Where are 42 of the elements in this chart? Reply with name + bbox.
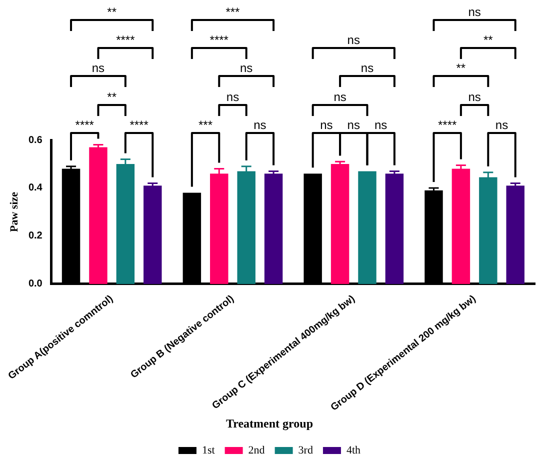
text: ***	[226, 5, 240, 19]
text: ns	[374, 118, 388, 132]
legend-label: 3rd	[298, 444, 314, 456]
bar	[264, 174, 283, 284]
text: ****	[116, 33, 136, 47]
text: ns	[495, 118, 508, 132]
y-axis-title: Paw size	[8, 192, 21, 232]
text: ns	[468, 90, 481, 104]
text: **	[483, 33, 494, 47]
bar	[89, 147, 108, 284]
bar	[452, 168, 470, 284]
legend-title: Treatment group	[226, 416, 314, 431]
y-tick-label: 0.0	[28, 278, 43, 290]
legend-label: 4th	[346, 444, 362, 456]
y-tick-label: 0.4	[28, 182, 43, 194]
bar	[144, 186, 162, 284]
bar	[358, 171, 376, 284]
legend-label: 1st	[202, 444, 215, 456]
text: ns	[334, 90, 346, 104]
bar	[330, 164, 350, 284]
y-tick-label: 0.2	[28, 230, 43, 242]
text: ns	[347, 118, 360, 132]
text: ****	[130, 118, 149, 132]
text: ***	[198, 118, 213, 132]
text: ns	[240, 61, 253, 75]
text: ns	[320, 118, 333, 132]
text: ****	[210, 33, 229, 47]
legend-label: 2nd	[248, 444, 266, 456]
bar	[506, 186, 524, 284]
text: ****	[438, 118, 458, 132]
text: ns	[468, 5, 481, 19]
text: ns	[347, 33, 360, 47]
text: **	[107, 90, 117, 104]
y-tick-label: 0.6	[28, 134, 43, 146]
text: **	[107, 5, 117, 19]
text: ns	[254, 118, 266, 132]
text: ns	[226, 90, 240, 104]
text: ****	[75, 118, 94, 132]
text: ns	[360, 61, 374, 75]
text: ns	[92, 61, 105, 75]
text: **	[456, 61, 466, 75]
bar	[385, 174, 404, 284]
